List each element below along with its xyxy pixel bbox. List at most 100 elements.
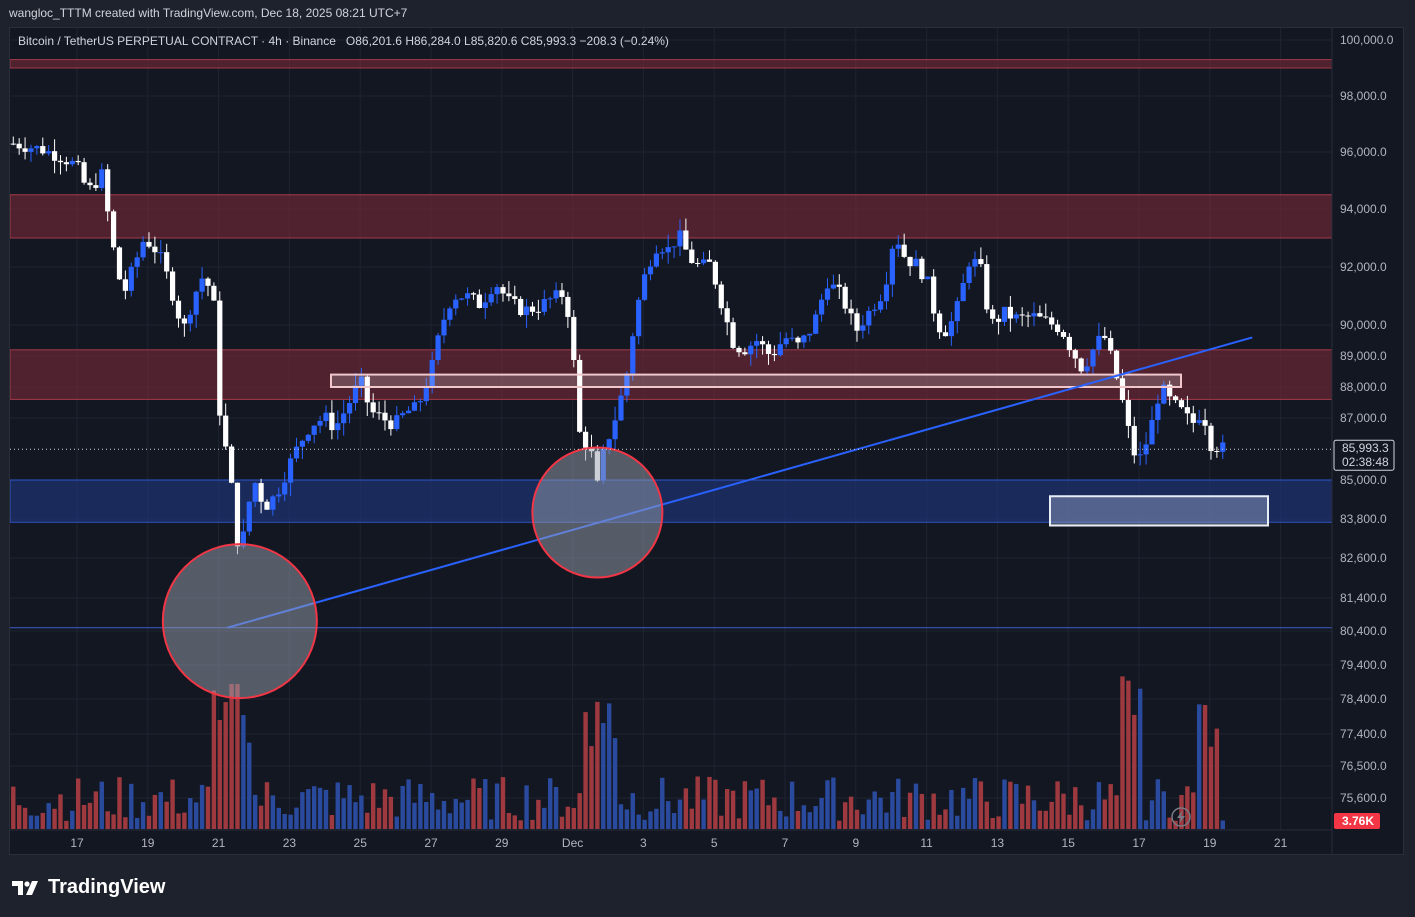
volume-bar-up	[860, 814, 866, 829]
candle-body	[582, 431, 589, 448]
volume-bar-up	[896, 778, 901, 829]
candle	[901, 233, 907, 259]
volume-bar-up	[483, 779, 488, 829]
volume-bar-down	[742, 781, 748, 829]
candle	[960, 273, 966, 302]
candle	[1096, 322, 1102, 356]
candle-body	[223, 415, 229, 447]
supply-zone	[10, 194, 1332, 239]
candle-body	[258, 483, 264, 502]
candle-body	[311, 425, 317, 435]
volume-bar-down	[329, 814, 335, 829]
candle-body	[252, 483, 258, 502]
volume-bar-down	[1055, 781, 1060, 829]
candle	[1172, 394, 1179, 404]
candle	[1190, 405, 1196, 433]
candle-body	[860, 325, 866, 331]
candle	[612, 406, 618, 451]
candle-body	[1178, 400, 1185, 408]
candle	[659, 248, 665, 260]
candle-body	[81, 162, 87, 183]
candle	[494, 284, 500, 304]
candle-body	[730, 322, 736, 348]
candle-body	[476, 294, 482, 308]
candle	[984, 255, 990, 314]
candle-body	[618, 395, 624, 421]
high-key: H	[405, 34, 414, 48]
volume-bar-up	[701, 799, 706, 829]
candle-body	[470, 293, 477, 295]
candle-body	[370, 402, 376, 413]
candle-body	[140, 241, 146, 258]
candle	[1078, 357, 1084, 374]
candle	[854, 308, 860, 342]
volume-bar-up	[783, 816, 789, 829]
volume-bar-down	[1114, 795, 1119, 829]
tradingview-logo[interactable]: TradingView	[12, 876, 165, 899]
volume-bar-down	[795, 810, 801, 829]
volume-bar-up	[488, 819, 494, 829]
candle	[276, 487, 282, 503]
volume-bar-up	[424, 802, 429, 829]
volume-bar-up	[677, 799, 683, 829]
candle-body	[1155, 403, 1161, 420]
volume-bar-up	[789, 781, 795, 829]
candle-body	[364, 376, 370, 403]
volume-bar-up	[140, 802, 146, 829]
volume-bar-up	[636, 814, 641, 829]
candle-body	[1220, 442, 1226, 452]
candle	[665, 234, 671, 264]
volume-bar-up	[1002, 779, 1007, 829]
volume-bar-up	[252, 794, 258, 829]
candle	[547, 296, 553, 309]
volume-bar-down	[223, 702, 228, 829]
volume-bar-up	[465, 799, 470, 829]
candle-body	[335, 423, 341, 431]
candle	[164, 243, 170, 279]
volume-bar-down	[719, 815, 724, 829]
volume-bar-down	[370, 783, 376, 829]
symbol-label[interactable]: Bitcoin / TetherUS PERPETUAL CONTRACT · …	[18, 34, 336, 48]
volume-bar-up	[618, 804, 624, 829]
price-axis-label: 79,400.0	[1340, 658, 1387, 672]
volume-bar-up	[429, 792, 435, 829]
candle-body	[435, 335, 441, 361]
volume-bar-down	[1067, 814, 1072, 829]
volume-bar-up	[247, 742, 252, 829]
volume-bar-up	[394, 816, 399, 829]
volume-bar-down	[1120, 676, 1125, 829]
volume-bar-down	[388, 796, 394, 829]
candle-body	[1078, 358, 1084, 372]
candle-body	[1019, 314, 1025, 316]
candle	[995, 314, 1002, 335]
volume-bar-up	[878, 797, 883, 829]
candle	[535, 299, 541, 320]
volume-bar-up	[1143, 820, 1149, 829]
candle	[925, 276, 931, 280]
time-axis-label: 9	[852, 836, 859, 850]
volume-bar-up	[34, 815, 40, 829]
candle	[388, 415, 394, 436]
candle	[1220, 434, 1226, 459]
volume-bar-down	[477, 787, 482, 829]
volume-bar-up	[282, 813, 287, 829]
lightning-icon[interactable]	[1171, 807, 1191, 827]
candle-body	[807, 333, 813, 336]
volume-bar-up	[353, 802, 358, 829]
volume-bar-up	[1090, 809, 1096, 829]
candle-body	[718, 284, 724, 309]
candle-body	[925, 276, 931, 280]
candle-body	[51, 151, 58, 161]
candle-body	[28, 148, 34, 152]
volume-bar-up	[831, 777, 836, 829]
candle	[358, 367, 364, 398]
candle-body	[382, 412, 388, 421]
candle	[87, 178, 93, 190]
target-box	[1049, 495, 1269, 527]
candle	[22, 137, 28, 160]
volume-bar-up	[406, 779, 411, 829]
price-axis-label: 89,000.0	[1340, 349, 1387, 363]
candle-body	[936, 313, 943, 333]
candle	[346, 396, 353, 424]
